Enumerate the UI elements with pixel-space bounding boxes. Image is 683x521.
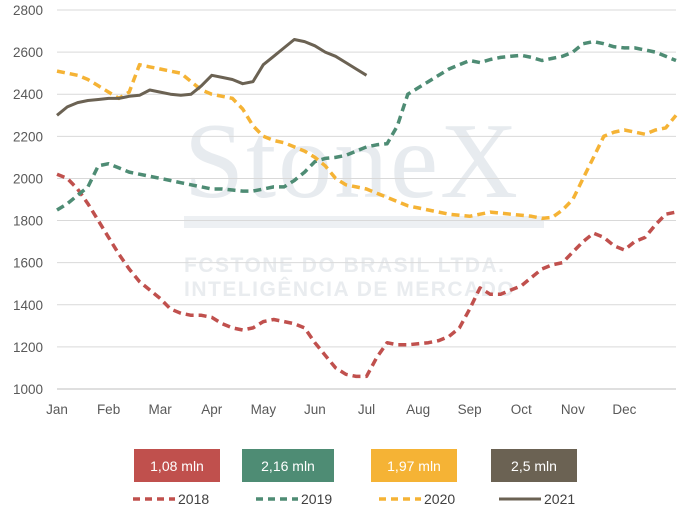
y-tick-label: 2200 — [13, 129, 43, 144]
x-tick-label: Jun — [304, 402, 326, 417]
x-tick-label: Nov — [561, 402, 585, 417]
x-tick-label: Aug — [406, 402, 430, 417]
legend-item-2018: 2018 — [132, 489, 209, 509]
series-line-2018 — [56, 172, 677, 379]
x-tick-label: Dec — [612, 402, 636, 417]
watermark-line2: INTELIGÊNCIA DE MERCADO — [184, 277, 515, 301]
legend-label: 2019 — [301, 491, 333, 507]
x-tick-label: Oct — [511, 402, 532, 417]
legend-item-2019: 2019 — [255, 489, 332, 509]
series-line-2021 — [56, 38, 368, 117]
total-badge-2018: 1,08 mln — [134, 449, 220, 482]
y-tick-label: 1400 — [13, 298, 43, 313]
watermark-bar — [184, 216, 544, 228]
legend-swatch — [133, 497, 175, 501]
y-tick-label: 2600 — [13, 45, 43, 60]
y-axis-ticks: 1000 1200 1400 1600 1800 2000 2200 2400 2600 2800 — [13, 3, 43, 397]
x-tick-label: Jan — [46, 402, 68, 417]
watermark: StoneX FCSTONE DO BRASIL LTDA. INTELIGÊN… — [184, 102, 544, 301]
y-tick-label: 2000 — [13, 171, 43, 186]
total-badge-2019: 2,16 mln — [242, 449, 334, 482]
y-tick-label: 1600 — [13, 256, 43, 271]
y-tick-label: 1800 — [13, 214, 43, 229]
legend-item-2020: 2020 — [378, 489, 455, 509]
x-tick-label: Feb — [97, 402, 120, 417]
y-tick-label: 2800 — [13, 3, 43, 18]
legend-label: 2020 — [424, 491, 456, 507]
x-tick-label: Jul — [358, 402, 375, 417]
x-tick-label: Sep — [458, 402, 482, 417]
legend-label: 2018 — [178, 491, 210, 507]
x-tick-label: Apr — [201, 402, 223, 417]
legend-swatch — [256, 497, 298, 501]
x-tick-label: Mar — [149, 402, 173, 417]
x-axis-ticks: Jan Feb Mar Apr May Jun Jul Aug Sep Oct Nov Dec — [46, 402, 637, 417]
x-tick-label: May — [251, 402, 277, 417]
legend-label: 2021 — [544, 491, 576, 507]
y-tick-label: 1000 — [13, 382, 43, 397]
y-tick-label: 2400 — [13, 87, 43, 102]
series-lines — [56, 38, 678, 379]
y-tick-label: 1200 — [13, 340, 43, 355]
watermark-logo: StoneX — [184, 102, 520, 221]
total-badge-2021: 2,5 mln — [491, 449, 577, 482]
legend-swatch — [499, 497, 541, 501]
series-line-2020 — [56, 62, 678, 221]
gridlines — [57, 9, 676, 390]
legend-item-2021: 2021 — [498, 489, 575, 509]
watermark-line1: FCSTONE DO BRASIL LTDA. — [184, 254, 506, 277]
total-badge-2020: 1,97 mln — [371, 449, 457, 482]
legend-swatch — [379, 497, 421, 501]
